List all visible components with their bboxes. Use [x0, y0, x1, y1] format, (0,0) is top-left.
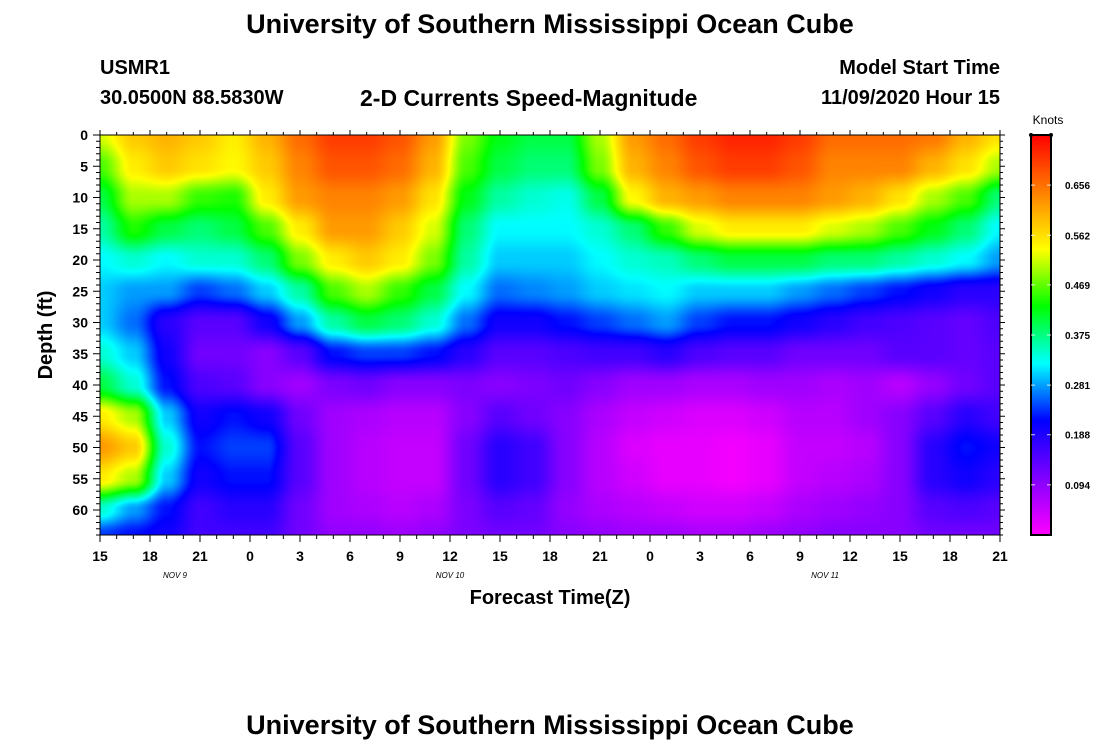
colorbar-tick-label: 0.656: [1065, 181, 1090, 192]
y-tick-label: 25: [72, 283, 88, 299]
x-tick-label: 9: [796, 548, 804, 564]
station-coords: 30.0500N 88.5830W: [100, 87, 284, 109]
y-tick-label: 0: [80, 127, 88, 143]
colorbar-tick-label: 0.469: [1065, 281, 1090, 292]
x-day-label: NOV 9: [163, 571, 188, 580]
top-title: University of Southern Mississippi Ocean…: [246, 9, 854, 39]
x-tick-label: 15: [892, 548, 908, 564]
y-tick-label: 10: [72, 190, 88, 206]
plot-frame: [99, 134, 1001, 536]
x-day-label: NOV 10: [436, 571, 465, 580]
x-tick-label: 15: [92, 548, 108, 564]
x-tick-label: 0: [246, 548, 254, 564]
chart-title: 2-D Currents Speed-Magnitude: [360, 85, 698, 111]
colorbar-tick-label: 0.188: [1065, 431, 1090, 442]
x-tick-label: 21: [992, 548, 1008, 564]
y-tick-label: 5: [80, 158, 88, 174]
x-tick-label: 21: [592, 548, 608, 564]
x-tick-label: 9: [396, 548, 404, 564]
y-tick-label: 20: [72, 252, 88, 268]
y-tick-label: 50: [72, 440, 88, 456]
x-day-label: NOV 11: [811, 571, 839, 580]
colorbar-tick-label: 0.094: [1065, 481, 1090, 492]
x-tick-label: 18: [542, 548, 558, 564]
x-tick-label: 3: [696, 548, 704, 564]
colorbar-label: Knots: [1033, 113, 1064, 127]
x-tick-label: 3: [296, 548, 304, 564]
y-tick-label: 35: [72, 346, 88, 362]
heatmap-field: [100, 135, 1000, 535]
x-tick-label: 18: [142, 548, 158, 564]
colorbar-corner: [1049, 133, 1053, 137]
x-axis-title: Forecast Time(Z): [470, 587, 631, 609]
y-tick-label: 45: [72, 408, 88, 424]
x-tick-label: 18: [942, 548, 958, 564]
colorbar-tick-label: 0.562: [1065, 231, 1090, 242]
y-tick-label: 40: [72, 377, 88, 393]
y-tick-label: 60: [72, 502, 88, 518]
bottom-title: University of Southern Mississippi Ocean…: [246, 710, 854, 740]
model-start-time: 11/09/2020 Hour 15: [820, 87, 1000, 109]
x-tick-label: 0: [646, 548, 654, 564]
station-id: USMR1: [100, 57, 171, 79]
y-axis-title: Depth (ft): [35, 291, 57, 380]
y-tick-label: 55: [72, 471, 88, 487]
y-tick-label: 30: [72, 315, 88, 331]
x-tick-label: 21: [192, 548, 208, 564]
colorbar-corner: [1029, 133, 1033, 137]
y-tick-label: 15: [72, 221, 88, 237]
x-tick-label: 6: [746, 548, 754, 564]
model-start-label: Model Start Time: [839, 57, 1000, 79]
x-tick-label: 12: [842, 548, 858, 564]
x-tick-label: 15: [492, 548, 508, 564]
x-tick-label: 12: [442, 548, 458, 564]
colorbar-tick-label: 0.375: [1065, 331, 1090, 342]
x-tick-label: 6: [346, 548, 354, 564]
colorbar-tick-label: 0.281: [1065, 381, 1090, 392]
